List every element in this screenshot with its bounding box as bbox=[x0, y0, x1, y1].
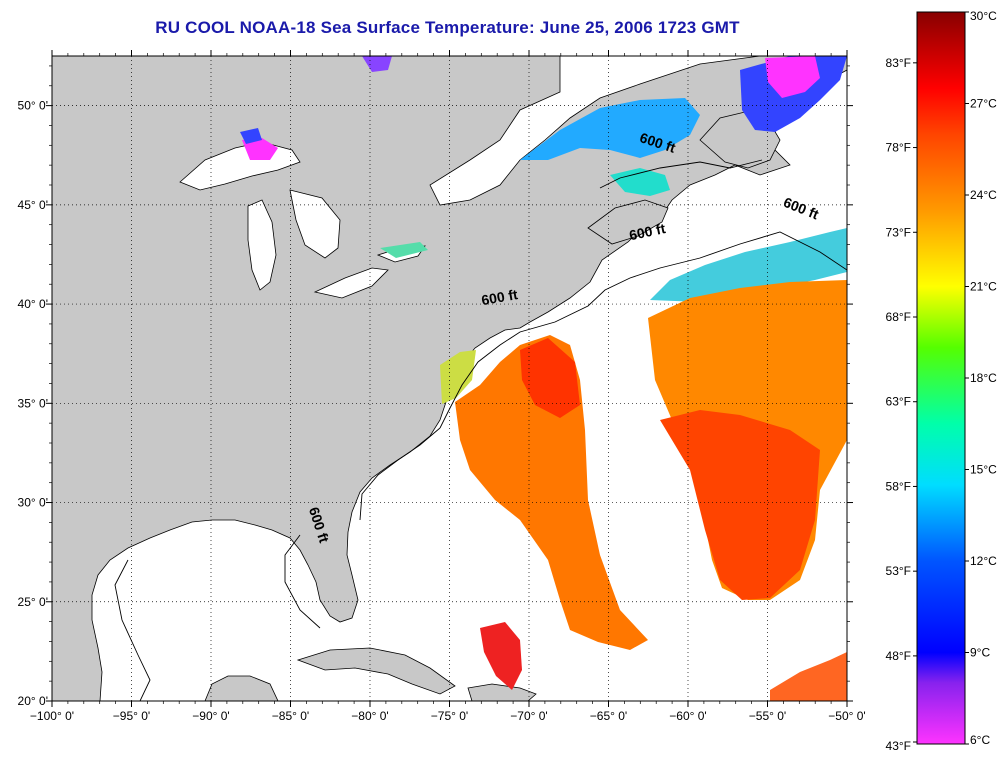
sst-caribbean-patch bbox=[480, 622, 522, 690]
celsius-label: 21°C bbox=[970, 280, 997, 294]
lon-tick-label: −70° 0' bbox=[510, 709, 547, 723]
lon-tick-label: −100° 0' bbox=[30, 709, 74, 723]
sst-scotian-cool bbox=[650, 228, 847, 302]
isobath-north bbox=[599, 159, 763, 189]
lat-tick-label: 40° 0' bbox=[18, 297, 48, 311]
lon-tick-label: −80° 0' bbox=[351, 709, 388, 723]
isobath-atlantic bbox=[439, 231, 847, 429]
axis-ticks: −100° 0' −95° 0' −90° 0' −85° 0' −80° 0' −75°… bbox=[18, 50, 866, 723]
fahrenheit-label: 43°F bbox=[886, 739, 911, 753]
lat-tick-label: 30° 0' bbox=[18, 496, 48, 510]
lat-tick-label: 25° 0' bbox=[18, 595, 48, 609]
fahrenheit-label: 58°F bbox=[886, 479, 911, 493]
fahrenheit-label: 53°F bbox=[886, 564, 911, 578]
lon-tick-label: −50° 0' bbox=[828, 709, 865, 723]
lat-tick-label: 45° 0' bbox=[18, 198, 48, 212]
lake-michigan bbox=[247, 199, 277, 291]
sst-gulf-cyan bbox=[610, 168, 670, 196]
sst-erie-patch bbox=[380, 242, 428, 258]
fahrenheit-label: 68°F bbox=[886, 310, 911, 324]
lat-tick-label: 35° 0' bbox=[18, 396, 48, 410]
celsius-label: 9°C bbox=[970, 646, 990, 660]
sst-gulfstream-core bbox=[660, 410, 820, 600]
sst-superior-cold bbox=[240, 128, 262, 144]
hispaniola-land bbox=[467, 683, 537, 701]
lon-tick-label: −65° 0' bbox=[590, 709, 627, 723]
fahrenheit-label: 48°F bbox=[886, 649, 911, 663]
sst-chesapeake-patch bbox=[440, 350, 476, 404]
sst-sargasso-west bbox=[455, 335, 648, 650]
colorbar-labels: 30°C 27°C 24°C 21°C 18°C 15°C 12°C 9°C 6°C 83°F 78… bbox=[886, 9, 998, 753]
map-title: RU COOL NOAA-18 Sea Surface Temperature:… bbox=[155, 18, 740, 37]
fahrenheit-label: 78°F bbox=[886, 141, 911, 155]
fahrenheit-label: 63°F bbox=[886, 395, 911, 409]
nova-scotia-land bbox=[587, 199, 669, 245]
lat-tick-label: 50° 0' bbox=[18, 99, 48, 113]
lon-tick-label: −75° 0' bbox=[431, 709, 468, 723]
cuba-land bbox=[296, 647, 456, 695]
isobath-gulf bbox=[114, 427, 441, 701]
lon-tick-label: −60° 0' bbox=[669, 709, 706, 723]
celsius-label: 15°C bbox=[970, 463, 997, 477]
sst-gulf-stlawrence bbox=[520, 98, 700, 160]
yucatan-land bbox=[204, 675, 279, 701]
celsius-label: 18°C bbox=[970, 371, 997, 385]
sst-sargasso-red bbox=[520, 338, 580, 418]
lon-tick-label: −95° 0' bbox=[113, 709, 150, 723]
fahrenheit-label: 83°F bbox=[886, 56, 911, 70]
colorbar bbox=[916, 11, 966, 745]
contour-label: 600 ft bbox=[628, 220, 667, 243]
sst-superior-patch bbox=[242, 138, 278, 160]
fahrenheit-label: 73°F bbox=[886, 225, 911, 239]
celsius-label: 24°C bbox=[970, 188, 997, 202]
great-lakes bbox=[179, 141, 426, 299]
isobath-600ft bbox=[114, 159, 847, 701]
celsius-label: 27°C bbox=[970, 97, 997, 111]
lake-erie bbox=[313, 267, 389, 299]
celsius-label: 30°C bbox=[970, 9, 997, 23]
contour-label: 600 ft bbox=[480, 286, 519, 308]
lon-tick-label: −55° 0' bbox=[749, 709, 786, 723]
sst-southeast-patch bbox=[770, 652, 847, 701]
celsius-label: 12°C bbox=[970, 554, 997, 568]
lon-tick-label: −90° 0' bbox=[192, 709, 229, 723]
lon-tick-label: −85° 0' bbox=[272, 709, 309, 723]
sst-data bbox=[240, 56, 847, 701]
sst-labrador-warm bbox=[765, 56, 820, 98]
lake-huron bbox=[289, 189, 341, 259]
lat-tick-label: 20° 0' bbox=[18, 694, 48, 708]
graticule bbox=[52, 56, 847, 701]
celsius-label: 6°C bbox=[970, 733, 990, 747]
sst-hudson-patch bbox=[362, 56, 392, 72]
